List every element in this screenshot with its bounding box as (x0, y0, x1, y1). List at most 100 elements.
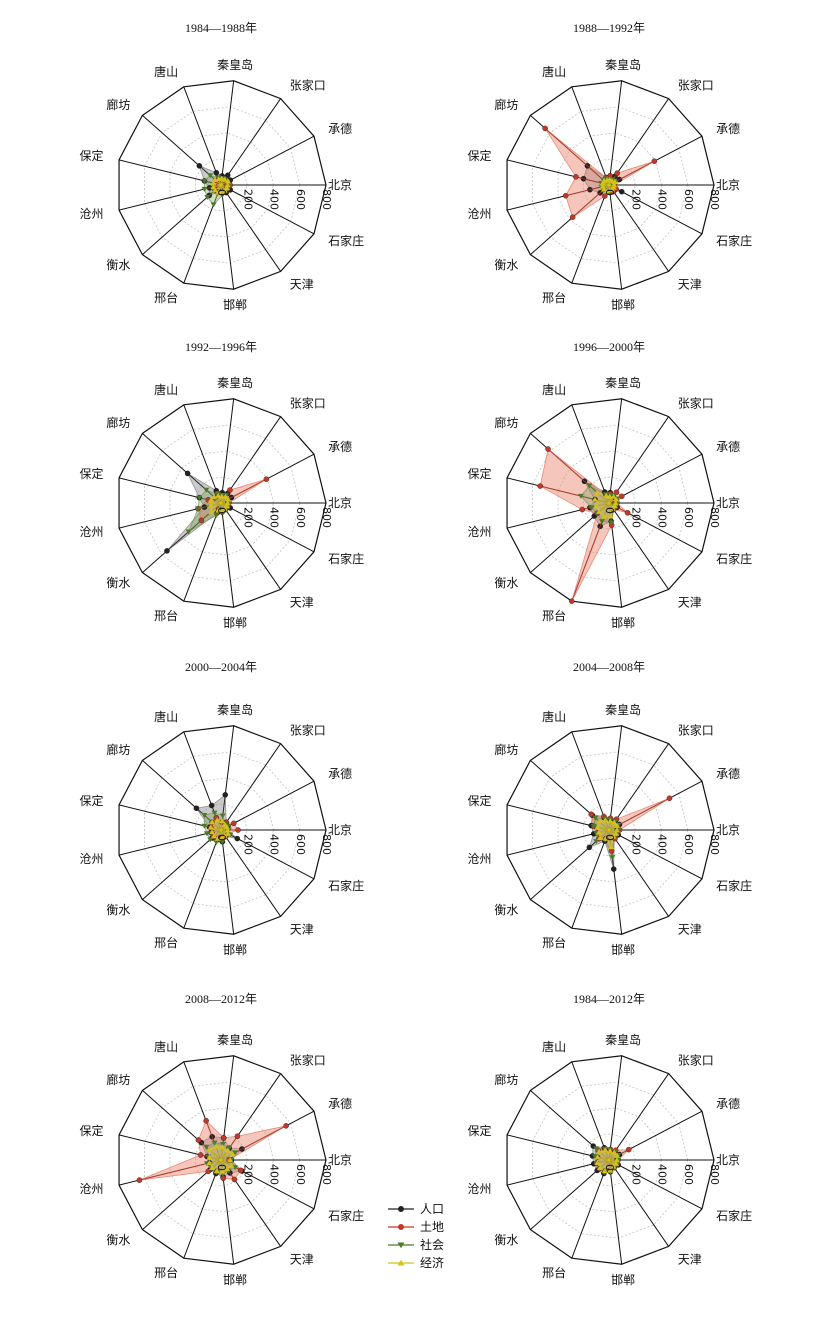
data-point-经济 (213, 1168, 220, 1174)
grid-ring (583, 803, 636, 857)
data-point-土地 (573, 174, 579, 180)
tick-label: 0 (215, 834, 228, 841)
axis-label: 唐山 (154, 709, 178, 724)
tick-label: 800 (708, 1164, 721, 1185)
tick-label: 200 (241, 189, 254, 210)
data-point-土地 (195, 1137, 202, 1143)
spoke (608, 416, 670, 504)
axis-label: 保定 (468, 466, 492, 481)
data-point-土地 (542, 125, 548, 132)
axis-label: 保定 (468, 793, 492, 808)
data-point-社会 (203, 831, 210, 837)
spoke (608, 1159, 670, 1247)
axis-label: 沧州 (468, 851, 492, 866)
axis-label: 北京 (328, 178, 352, 192)
axis-label: 天津 (290, 278, 314, 292)
axis-label: 张家口 (290, 1052, 326, 1067)
data-point-经济 (224, 1147, 231, 1153)
axis-label: 廊坊 (106, 97, 130, 112)
data-point-社会 (609, 855, 616, 861)
data-point-社会 (203, 487, 210, 493)
grid-ring (195, 476, 248, 530)
spoke (608, 1073, 670, 1161)
data-point-经济 (594, 1160, 601, 1166)
data-point-经济 (215, 507, 222, 513)
axis-label: 北京 (716, 1153, 740, 1167)
spoke (183, 1159, 222, 1259)
data-point-经济 (207, 502, 214, 508)
data-point-经济 (607, 1167, 614, 1173)
data-point-社会 (588, 505, 595, 511)
data-point-土地 (283, 1123, 289, 1129)
axis-label: 邢台 (542, 1265, 566, 1280)
axis-label: 天津 (678, 596, 702, 610)
chart-title: 2004—2008年 (573, 660, 645, 674)
tick-label: 400 (656, 834, 669, 855)
tick-label: 200 (629, 507, 642, 528)
spoke (571, 829, 610, 929)
grid-ring (532, 106, 689, 264)
data-point-经济 (612, 496, 619, 502)
spoke (220, 502, 282, 590)
spoke (220, 829, 235, 935)
axis-label: 秦皇岛 (605, 57, 641, 72)
axis-label: 天津 (290, 923, 314, 937)
data-point-经济 (610, 833, 617, 839)
tick-label: 0 (215, 189, 228, 196)
legend-item: 人口 (388, 1202, 444, 1216)
tick-label: 600 (682, 507, 695, 528)
data-point-社会 (226, 1145, 233, 1151)
axis-label: 沧州 (80, 851, 104, 866)
data-point-土地 (227, 487, 233, 493)
data-point-人口 (164, 548, 170, 554)
spoke (608, 453, 703, 504)
tick-label: 800 (320, 834, 333, 855)
data-point-土地 (203, 1117, 209, 1124)
data-point-经济 (210, 184, 217, 190)
data-point-人口 (196, 163, 203, 169)
data-point-社会 (586, 483, 593, 489)
series-ray (213, 829, 222, 837)
axis-label: 邢台 (542, 935, 566, 950)
axis-label: 衡水 (106, 903, 130, 917)
data-point-经济 (595, 829, 602, 835)
series-ray (598, 829, 610, 833)
spoke (608, 502, 670, 590)
data-point-经济 (597, 835, 604, 841)
data-point-经济 (614, 822, 621, 828)
data-point-土地 (569, 598, 575, 604)
spoke (183, 404, 222, 504)
data-point-经济 (228, 1162, 235, 1168)
axis-label: 唐山 (542, 64, 566, 79)
axis-label: 保定 (468, 1123, 492, 1138)
axis-label: 天津 (290, 596, 314, 610)
spoke (608, 184, 703, 235)
grid-ring (557, 777, 662, 883)
axis-label: 石家庄 (716, 878, 752, 893)
data-point-人口 (213, 169, 220, 176)
tick-label: 0 (603, 834, 616, 841)
axis-label: 张家口 (678, 1052, 714, 1067)
series-ray (599, 829, 610, 839)
data-point-社会 (593, 839, 600, 845)
tick-label: 200 (241, 834, 254, 855)
data-point-经济 (219, 818, 226, 824)
outer-ring (118, 1055, 327, 1265)
tick-label: 200 (241, 1164, 254, 1185)
data-point-经济 (224, 178, 231, 184)
data-point-人口 (610, 866, 617, 872)
spoke (220, 502, 315, 553)
grid-ring (195, 803, 248, 857)
spoke (220, 80, 235, 186)
spoke (608, 80, 623, 186)
axis-label: 承德 (716, 1096, 740, 1111)
series-ray (603, 502, 610, 517)
data-point-土地 (666, 795, 673, 802)
data-point-经济 (611, 179, 618, 185)
grid-ring (532, 1081, 689, 1239)
outer-ring (118, 725, 327, 935)
legend-item: 土地 (388, 1220, 444, 1234)
spoke (220, 743, 282, 831)
legend-item: 经济 (388, 1255, 444, 1270)
